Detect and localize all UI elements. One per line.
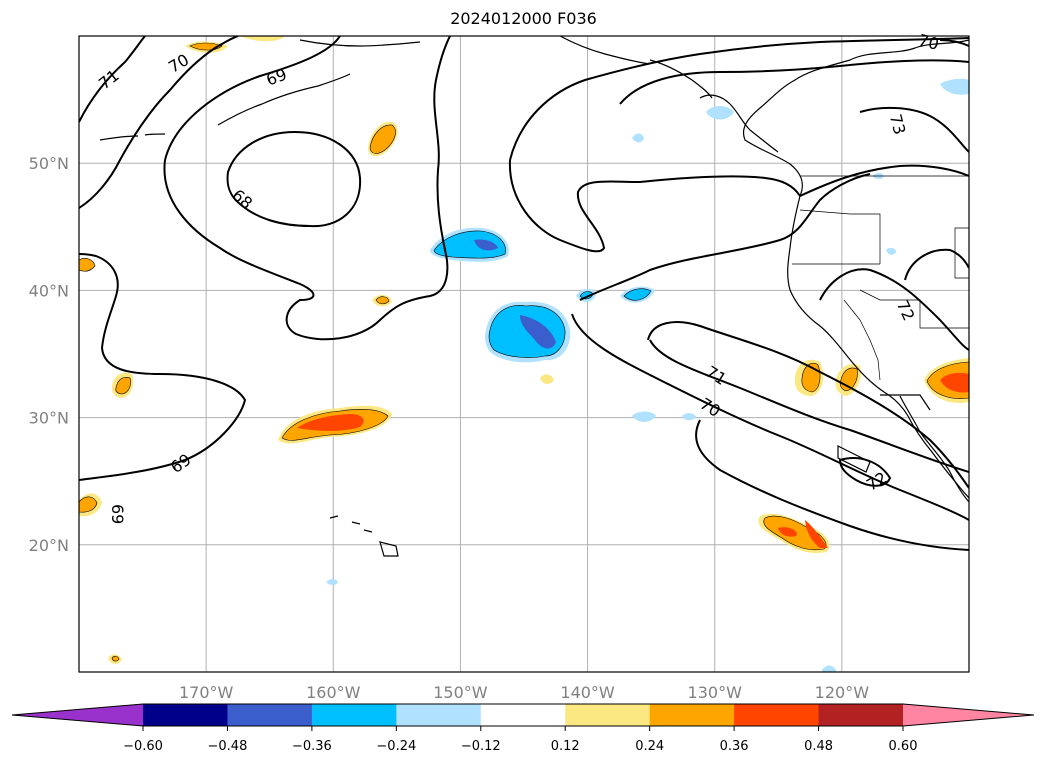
colorbar-segment (734, 704, 820, 726)
longitude-label: 140°W (560, 683, 615, 702)
colorbar-segment (480, 704, 566, 726)
positive-shading (79, 36, 969, 664)
borders (792, 175, 969, 381)
colorbar-tick-label: 0.48 (804, 739, 833, 754)
colorbar (11, 703, 1035, 727)
contour-label: 68 (228, 185, 256, 213)
longitude-label: 130°W (688, 683, 743, 702)
colorbar-segment (143, 704, 228, 726)
colorbar-segment (311, 704, 397, 726)
contour-label: 73 (886, 112, 910, 137)
colorbar-tick-label: −0.24 (376, 739, 416, 754)
contour-label: 70 (165, 50, 192, 77)
longitude-label: 150°W (433, 683, 488, 702)
contour-label: 69 (108, 504, 127, 524)
colorbar-segment (818, 704, 904, 726)
latitude-labels: 50°N 40°N 30°N 20°N (29, 154, 69, 555)
colorbar-tick-label: 0.12 (551, 739, 580, 754)
colorbar-segment (649, 704, 735, 726)
contour-label: 72 (893, 297, 919, 323)
contour-label: 69 (167, 450, 195, 477)
coastlines (99, 36, 969, 557)
colorbar-tick-label: 0.36 (720, 739, 749, 754)
latitude-label: 20°N (29, 536, 69, 555)
contour-label: 70 (697, 394, 724, 421)
colorbar-extend-max (903, 704, 1034, 726)
map-frame (78, 35, 970, 673)
colorbar-segment (565, 704, 651, 726)
contour-label: 71 (703, 362, 730, 389)
colorbar-tick-label: −0.36 (292, 739, 332, 754)
longitude-label: 170°W (179, 683, 234, 702)
contour-label: 70 (916, 30, 941, 54)
latitude-label: 50°N (29, 154, 69, 173)
map-gridlines (79, 36, 969, 672)
colorbar-ticks: −0.60 −0.48 −0.36 −0.24 −0.12 0.12 0.24 0.36 0.4… (123, 726, 917, 754)
colorbar-segment (396, 704, 482, 726)
negative-shading (326, 78, 969, 672)
contour-lines (79, 36, 969, 551)
longitude-labels: 170°W 160°W 150°W 140°W 130°W 120°W (179, 683, 869, 702)
colorbar-extend-min (12, 704, 143, 726)
colorbar-tick-label: 0.60 (889, 739, 918, 754)
longitude-label: 160°W (306, 683, 361, 702)
colorbar-tick-label: −0.48 (208, 739, 248, 754)
colorbar-tick-label: −0.12 (461, 739, 501, 754)
colorbar-tick-label: 0.24 (635, 739, 664, 754)
colorbar-tick-label: −0.60 (123, 739, 163, 754)
plot-title: 2024012000 F036 (450, 9, 597, 28)
colorbar-segment (227, 704, 313, 726)
latitude-label: 30°N (29, 409, 69, 428)
longitude-label: 120°W (815, 683, 870, 702)
latitude-label: 40°N (29, 281, 69, 300)
